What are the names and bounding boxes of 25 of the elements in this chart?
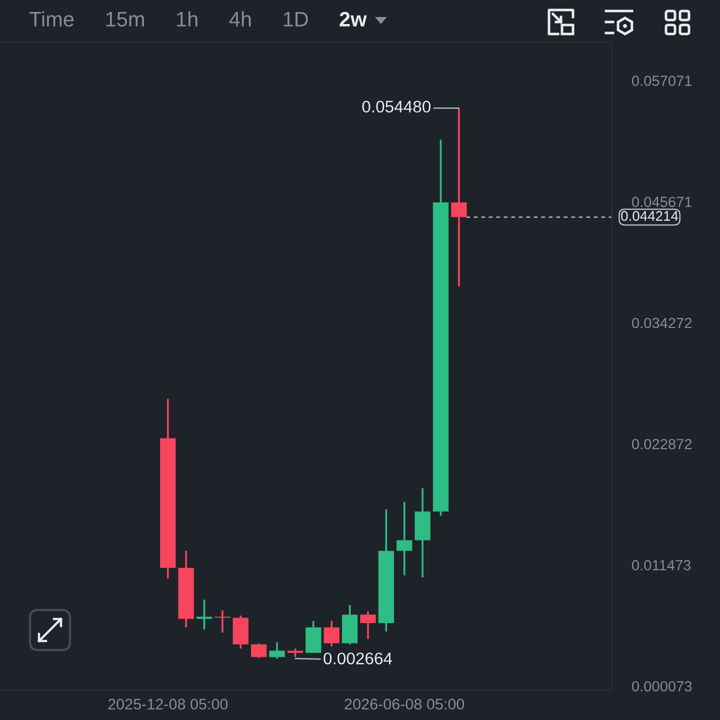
- candlestick: [269, 641, 285, 660]
- x-tick-label: 2026-06-08 05:00: [344, 698, 464, 710]
- x-tick-label: 2025-12-08 05:00: [108, 698, 228, 710]
- y-tick-label: 0.000073: [632, 681, 692, 692]
- candlestick: [396, 501, 412, 576]
- candlestick: [360, 610, 376, 640]
- candlestick: [214, 609, 230, 634]
- candlestick: [451, 107, 467, 288]
- text: 2w: [340, 12, 367, 26]
- text: 15m: [106, 12, 144, 27]
- y-tick-label: 0.022872: [632, 438, 692, 450]
- y-tick-label: 0.011473: [632, 560, 691, 570]
- candlestick: [196, 598, 212, 630]
- text: 1h: [177, 11, 198, 26]
- candlestick: [251, 642, 267, 660]
- annotation: 0.054480: [362, 100, 431, 113]
- text: Time: [29, 11, 74, 27]
- y-tick-label: 0.034272: [632, 318, 692, 328]
- text: 4h: [229, 11, 251, 26]
- y-tick-label: 0.045671: [632, 196, 692, 208]
- y-tick-label: 0.057071: [632, 76, 692, 86]
- text: 1D: [284, 12, 308, 26]
- ref-line-label: 0.044214: [621, 211, 678, 221]
- annotation: 0.002664: [324, 652, 392, 664]
- candlestick: [324, 620, 340, 648]
